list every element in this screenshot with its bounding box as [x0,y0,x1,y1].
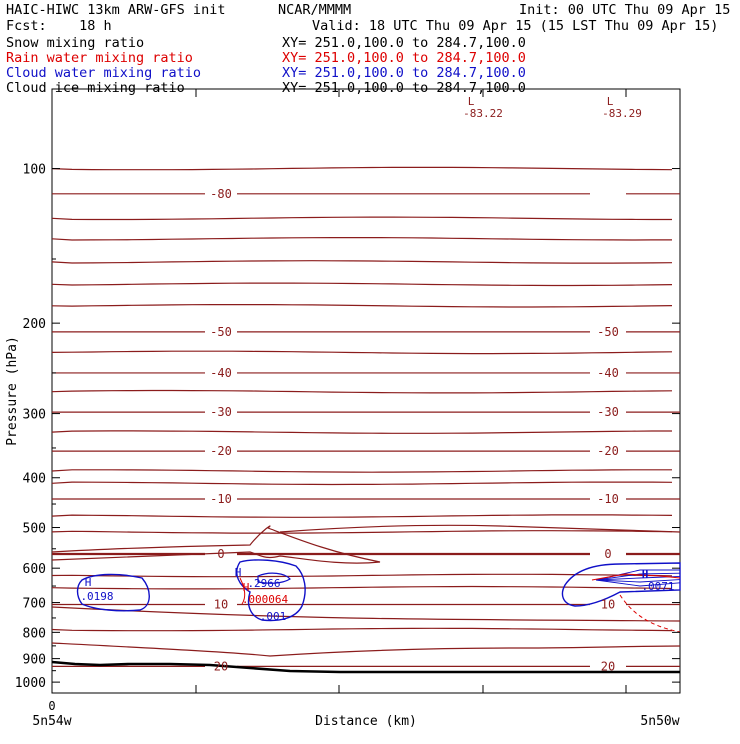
temperature-contour [51,627,673,632]
isotherm-label: 0 [604,547,611,561]
valid-time: Valid: 18 UTC Thu 09 Apr 15 (15 LST Thu … [312,18,718,34]
legend-xy-1: XY= 251.0,100.0 to 284.7,100.0 [282,35,526,51]
cloud-water-contour [595,572,681,581]
x-start-location: 5n54w [32,714,71,729]
rain-max-marker: H [243,581,250,594]
temperature-contour [51,481,673,486]
y-tick-label: 400 [23,472,46,487]
temperature-contour [51,350,673,355]
legend-label-4: Cloud ice mixing ratio [6,80,185,96]
isotherm-label: -80 [210,187,232,201]
cloud-water-contour [76,573,150,612]
y-tick-label: 900 [23,653,46,668]
temperature-contour [51,237,672,241]
y-tick-label: 1000 [15,676,46,691]
temperature-contour [51,530,673,534]
temperature-contour [51,606,681,622]
temperature-contour [51,585,673,590]
cloud-water-max-marker: H [235,566,242,579]
low-marker: L [607,95,614,108]
cloud-water-max-value: .001 [260,610,287,623]
org-title: NCAR/MMMM [278,2,351,18]
plot-frame [51,88,681,694]
legend-label-3: Cloud water mixing ratio [6,65,201,81]
temperature-contour [51,430,672,434]
isotherm-label: 10 [601,597,615,611]
rain-contour [619,594,681,633]
rain-contour [591,573,681,581]
init-time: Init: 00 UTC Thu 09 Apr 15 [519,2,730,18]
temperature-contour [51,166,673,171]
temperature-contour [51,260,673,264]
legend-xy-2: XY= 251.0,100.0 to 284.7,100.0 [282,50,526,66]
cloud-water-max-value: .0198 [80,590,113,603]
y-tick-label: 300 [23,408,46,423]
isotherm-label: -40 [597,366,619,380]
y-tick-label: 700 [23,597,46,612]
cloud-water-contour [236,559,306,622]
temperature-contour [51,469,672,473]
legend-label-1: Snow mixing ratio [6,35,144,51]
forecast-hour: Fcst: 18 h [6,18,112,34]
cloud-water-max-marker: H [85,576,92,589]
x-end-location: 5n50w [640,714,679,729]
rain-contour [239,577,246,605]
temperature-contour [51,573,673,578]
isotherm-label: 20 [214,659,228,673]
cloud-water-contour [595,579,681,583]
cloud-water-max-value: .0071 [641,580,674,593]
y-tick-label: 800 [23,626,46,641]
y-tick-label: 100 [23,163,46,178]
temperature-contour [51,216,672,221]
rain-max-value: .000064 [242,593,289,606]
temperature-contour [51,389,673,394]
temperature-contour [279,524,681,533]
low-marker: L [468,95,475,108]
y-tick-label: 500 [23,522,46,537]
temperature-contour [51,525,381,564]
isotherm-label: -20 [210,444,232,458]
cloud-water-contour [561,562,681,607]
low-value: -83.22 [463,107,503,120]
isotherm-label: -20 [597,444,619,458]
cloud-water-max-marker: H [642,568,649,581]
isotherm-label: -50 [597,325,619,339]
x-tick-label: 0 [48,699,55,713]
y-tick-label: 600 [23,562,46,577]
temperature-contour [51,282,673,287]
y-tick-label: 200 [23,317,46,332]
isotherm-label: -10 [597,492,619,506]
cloud-water-max-value: .2966 [247,577,280,590]
isotherm-label: -50 [210,325,232,339]
cloud-water-contour [257,572,291,584]
isotherm-label: 10 [214,597,228,611]
terrain-surface-line [51,660,680,674]
legend-label-2: Rain water mixing ratio [6,50,193,66]
temperature-contour [51,514,673,518]
isotherm-label: -40 [210,366,232,380]
y-axis-label: Pressure (hPa) [5,336,20,446]
legend-xy-4: XY= 251.0,100.0 to 284.7,100.0 [282,80,526,96]
isotherm-label: -10 [210,492,232,506]
isotherm-label: -30 [210,405,232,419]
model-title: HAIC-HIWC 13km ARW-GFS init [6,2,225,18]
isotherm-label: -30 [597,405,619,419]
cloud-water-contour [595,579,681,587]
isotherm-label: 20 [601,659,615,673]
isotherm-label: 0 [217,547,224,561]
temperature-contour [51,642,681,657]
x-axis-label: Distance (km) [315,714,417,729]
low-value: -83.29 [602,107,642,120]
temperature-contour [51,304,673,308]
legend-xy-3: XY= 251.0,100.0 to 284.7,100.0 [282,65,526,81]
